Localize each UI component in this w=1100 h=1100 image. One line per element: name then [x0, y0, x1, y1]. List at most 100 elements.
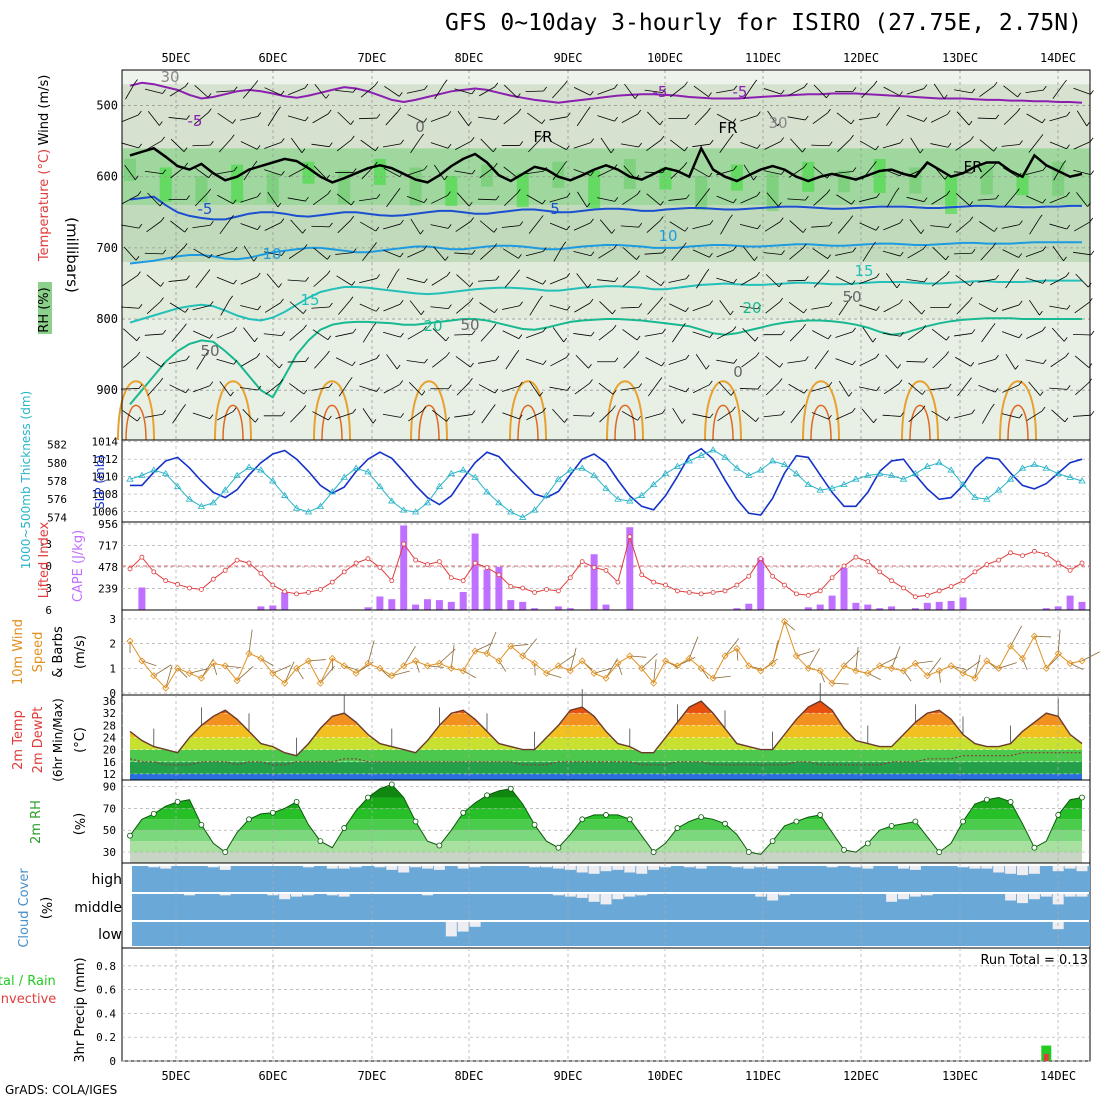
- wind-barb-flag: [184, 308, 189, 313]
- wind-barb: [1005, 272, 1016, 289]
- wind-barb-flag: [1090, 250, 1095, 256]
- wind-barb: [290, 219, 303, 234]
- wind-barb: [597, 87, 615, 95]
- wind-barb: [1026, 113, 1043, 124]
- wind-barb-flag: [730, 391, 735, 396]
- wind-speed-point: [245, 649, 253, 658]
- thickness-point: [637, 491, 646, 498]
- wind-barb: [787, 360, 806, 364]
- wind-barb-flag: [899, 299, 903, 304]
- lifted-index-point: [317, 587, 323, 592]
- cloud-high-bar: [564, 866, 576, 870]
- thickness-point: [602, 484, 610, 491]
- wind-barb-flag: [444, 256, 449, 261]
- wind-barb-flag: [923, 197, 928, 202]
- wind-barb: [599, 409, 613, 423]
- lifted-index-point: [1008, 550, 1013, 556]
- wind-barb: [406, 89, 425, 94]
- wind-barb: [621, 113, 638, 123]
- rh-point: [960, 818, 966, 825]
- wind-barb: [716, 249, 734, 258]
- wind-barb-flag: [278, 363, 283, 369]
- wind-barb-flag: [471, 89, 476, 95]
- rh-moist-patch: [945, 176, 958, 215]
- wind-barb: [407, 329, 424, 340]
- rh-moist-patch: [373, 158, 386, 185]
- wind-barb-flag: [184, 227, 189, 233]
- wind-barb: [743, 83, 755, 100]
- wind-barb-flag: [971, 88, 976, 94]
- wind-barb: [478, 359, 496, 364]
- wind-barb-flag: [210, 140, 214, 146]
- wind-barb-10m: [486, 631, 497, 654]
- wind-barb: [767, 110, 778, 127]
- wind-barb: [502, 330, 520, 339]
- wind-barb-flag: [708, 380, 713, 386]
- wind-barb: [124, 164, 136, 180]
- lifted-index-point: [365, 556, 371, 562]
- wind-barb: [790, 408, 803, 424]
- rh-moist-patch: [588, 170, 601, 209]
- wind-barb: [1029, 218, 1040, 235]
- contour-label: 0: [415, 118, 425, 136]
- thickness-point: [530, 506, 539, 513]
- cloud-high-bar: [457, 866, 469, 869]
- wind-barb: [835, 358, 853, 366]
- wind-barb: [763, 252, 782, 255]
- wind-barb: [882, 332, 901, 337]
- wind-barb: [859, 277, 877, 285]
- thickness-point: [304, 508, 313, 515]
- wind-barb-flag: [757, 224, 761, 229]
- wind-barb-flag: [517, 173, 522, 179]
- wind-barb: [455, 356, 471, 368]
- wind-barb: [409, 300, 422, 315]
- wind-barb-flag: [304, 83, 309, 89]
- rh-fill-band: [130, 819, 1082, 831]
- wind-speed-point: [126, 637, 134, 645]
- rh-point: [674, 825, 681, 831]
- thickness-line: [129, 449, 1083, 518]
- wind-barb-flag: [373, 242, 377, 247]
- temp-fill-band: [130, 761, 1082, 774]
- wind-barb-flag: [707, 107, 711, 113]
- wind-barb-flag: [328, 142, 333, 147]
- slp-tick-label: 1014: [92, 436, 119, 449]
- wind-barb: [432, 409, 447, 422]
- wind-barb-flag: [733, 85, 738, 91]
- rh-point: [317, 838, 324, 845]
- lifted-index-point: [163, 578, 169, 584]
- grads-credit: GrADS: COLA/IGES: [5, 1083, 118, 1097]
- wind-barb-flag: [448, 304, 452, 309]
- rh-axis-title: 2m RH: [29, 800, 44, 844]
- wind-barb: [386, 191, 398, 208]
- wind-barb: [672, 407, 683, 424]
- wind-barb: [264, 141, 282, 149]
- wind-speed-point: [792, 652, 800, 660]
- wind-barb: [216, 170, 235, 175]
- thickness-point: [507, 508, 515, 515]
- wind-barb-flag: [519, 141, 524, 146]
- wind-barb-flag: [896, 283, 901, 289]
- wind-barb: [955, 220, 971, 233]
- wind-barb: [814, 354, 826, 370]
- wind-barb-flag: [1064, 417, 1069, 423]
- cloud-middle-bar: [588, 894, 600, 902]
- wind-barb-flag: [733, 198, 737, 204]
- wind-barb: [454, 252, 473, 255]
- wind-barb: [622, 194, 638, 205]
- wind-barb: [1049, 223, 1067, 230]
- wind-barb: [692, 384, 710, 394]
- wind-barb-flag: [945, 351, 949, 356]
- rh-shade-band: [122, 319, 1090, 440]
- wind-barb-flag: [446, 417, 450, 422]
- wind-barb: [478, 116, 496, 121]
- wind-barb-10m: [879, 656, 898, 667]
- lifted-index-point: [151, 569, 157, 575]
- rh-point: [603, 812, 609, 818]
- wind-barb: [1049, 305, 1068, 310]
- lifted-index-point: [496, 572, 502, 578]
- thickness-point: [911, 469, 920, 477]
- thickness-point: [352, 464, 360, 471]
- cloud-high-bar: [433, 866, 445, 870]
- thickness-point: [316, 502, 325, 509]
